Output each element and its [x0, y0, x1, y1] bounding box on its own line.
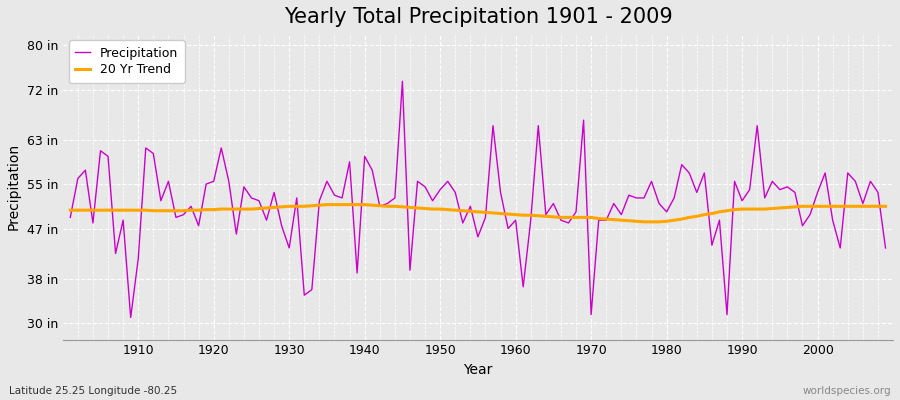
Line: 20 Yr Trend: 20 Yr Trend [70, 205, 886, 222]
Y-axis label: Precipitation: Precipitation [7, 143, 21, 230]
20 Yr Trend [292, 204, 302, 209]
20 Yr Trend [65, 208, 76, 212]
Precipitation [133, 257, 144, 262]
Precipitation [125, 315, 136, 320]
Precipitation [344, 160, 355, 164]
Precipitation [616, 212, 626, 217]
20 Yr Trend [608, 217, 619, 222]
20 Yr Trend [125, 208, 136, 212]
X-axis label: Year: Year [464, 363, 492, 377]
Precipitation [397, 79, 408, 84]
20 Yr Trend [510, 212, 521, 217]
Text: Latitude 25.25 Longitude -80.25: Latitude 25.25 Longitude -80.25 [9, 386, 177, 396]
Precipitation [880, 246, 891, 250]
20 Yr Trend [321, 202, 332, 207]
Title: Yearly Total Precipitation 1901 - 2009: Yearly Total Precipitation 1901 - 2009 [284, 7, 672, 27]
20 Yr Trend [518, 213, 528, 218]
Precipitation [526, 218, 536, 222]
Precipitation [65, 215, 76, 220]
Precipitation [299, 293, 310, 298]
20 Yr Trend [639, 220, 650, 224]
20 Yr Trend [880, 204, 891, 209]
20 Yr Trend [344, 202, 355, 207]
Text: worldspecies.org: worldspecies.org [803, 386, 891, 396]
Line: Precipitation: Precipitation [70, 81, 886, 318]
Legend: Precipitation, 20 Yr Trend: Precipitation, 20 Yr Trend [69, 40, 184, 82]
Precipitation [518, 284, 528, 289]
